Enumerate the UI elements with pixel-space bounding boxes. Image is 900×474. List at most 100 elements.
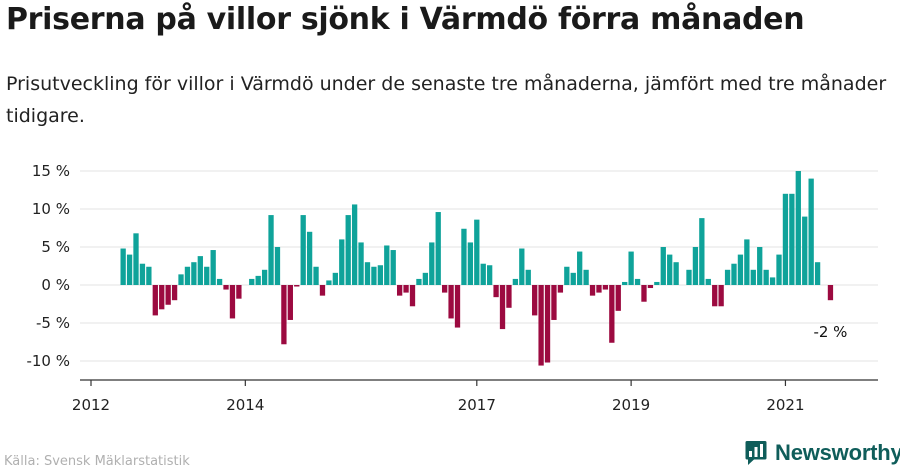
bar bbox=[718, 285, 724, 307]
page-title: Priserna på villor sjönk i Värmdö förra … bbox=[6, 2, 805, 37]
bar bbox=[171, 285, 178, 301]
bar bbox=[120, 248, 126, 285]
bar bbox=[223, 285, 229, 290]
bar bbox=[757, 247, 763, 285]
x-tick-label: 2021 bbox=[766, 396, 804, 414]
bar bbox=[641, 285, 647, 302]
bar bbox=[216, 278, 223, 285]
source-note: Källa: Svensk Mäklarstatistik bbox=[4, 454, 190, 469]
bar bbox=[377, 265, 383, 285]
bar bbox=[596, 285, 602, 293]
bar bbox=[274, 247, 281, 285]
bar bbox=[416, 278, 422, 285]
bar bbox=[396, 285, 403, 296]
bar bbox=[236, 285, 242, 299]
bar bbox=[731, 263, 737, 285]
bar bbox=[647, 285, 654, 289]
bar bbox=[345, 215, 351, 285]
bar bbox=[583, 269, 589, 285]
bar bbox=[210, 250, 216, 285]
bar bbox=[557, 285, 564, 293]
bar bbox=[763, 269, 769, 285]
bar bbox=[268, 215, 274, 285]
bar bbox=[499, 285, 506, 330]
x-tick-label: 2019 bbox=[612, 396, 650, 414]
bar bbox=[667, 254, 673, 285]
bar bbox=[294, 285, 300, 287]
bar bbox=[287, 285, 293, 320]
bar bbox=[197, 256, 203, 285]
bar bbox=[204, 266, 210, 285]
bar bbox=[802, 216, 808, 285]
bar bbox=[769, 277, 776, 285]
bar bbox=[390, 250, 396, 285]
bar bbox=[519, 248, 525, 285]
bar bbox=[538, 285, 544, 366]
bar bbox=[589, 285, 596, 296]
bar bbox=[544, 285, 551, 363]
bar bbox=[628, 251, 634, 285]
bar bbox=[133, 233, 139, 285]
bar bbox=[487, 265, 493, 285]
bar bbox=[384, 245, 390, 285]
bar bbox=[351, 204, 358, 285]
bar bbox=[737, 254, 744, 285]
bar bbox=[673, 262, 679, 285]
bar bbox=[532, 285, 538, 316]
bar bbox=[152, 285, 158, 316]
bar bbox=[551, 285, 557, 320]
bar bbox=[699, 218, 705, 285]
bar bbox=[448, 285, 454, 319]
bar bbox=[776, 254, 782, 285]
bar bbox=[814, 262, 821, 285]
bar bbox=[422, 272, 429, 285]
bar bbox=[184, 266, 191, 285]
bar bbox=[750, 269, 756, 285]
newsworthy-logo-icon bbox=[745, 441, 767, 465]
page-subtitle: Prisutveckling för villor i Värmdö under… bbox=[6, 73, 887, 127]
bar bbox=[165, 285, 171, 305]
y-tick-label: 10 % bbox=[32, 200, 70, 218]
bar bbox=[474, 219, 480, 285]
bar bbox=[139, 263, 146, 285]
bar bbox=[564, 266, 570, 285]
bar bbox=[782, 193, 789, 285]
bar bbox=[313, 266, 319, 285]
bar bbox=[435, 212, 441, 285]
brand-logo: Newsworthy bbox=[745, 440, 900, 466]
bar bbox=[609, 285, 615, 343]
y-tick-label: 15 % bbox=[32, 162, 70, 180]
bar bbox=[191, 262, 197, 285]
bar bbox=[429, 242, 435, 285]
x-tick-label: 2014 bbox=[226, 396, 264, 414]
bar bbox=[493, 285, 499, 298]
bar bbox=[506, 285, 512, 308]
bar bbox=[358, 242, 364, 285]
bar bbox=[249, 278, 255, 285]
bar bbox=[634, 278, 641, 285]
bar bbox=[789, 193, 795, 285]
brand-name: Newsworthy bbox=[775, 440, 900, 465]
bar bbox=[442, 285, 448, 293]
y-tick-label: 0 % bbox=[41, 276, 70, 294]
bar bbox=[724, 269, 731, 285]
bar bbox=[577, 251, 583, 285]
bar bbox=[744, 239, 750, 285]
bar bbox=[525, 269, 531, 285]
bar bbox=[692, 247, 699, 285]
y-tick-label: 5 % bbox=[41, 238, 70, 256]
bar bbox=[808, 178, 814, 285]
bar bbox=[827, 285, 834, 301]
bar bbox=[146, 266, 152, 285]
bar bbox=[339, 239, 345, 285]
bar bbox=[255, 275, 261, 285]
bar bbox=[712, 285, 718, 307]
bar bbox=[281, 285, 287, 345]
bar bbox=[467, 242, 474, 285]
y-tick-label: -10 % bbox=[26, 352, 70, 370]
y-tick-label: -5 % bbox=[36, 314, 70, 332]
bar bbox=[126, 254, 133, 285]
bar bbox=[326, 280, 332, 285]
bar bbox=[795, 171, 801, 285]
bar bbox=[615, 285, 621, 311]
